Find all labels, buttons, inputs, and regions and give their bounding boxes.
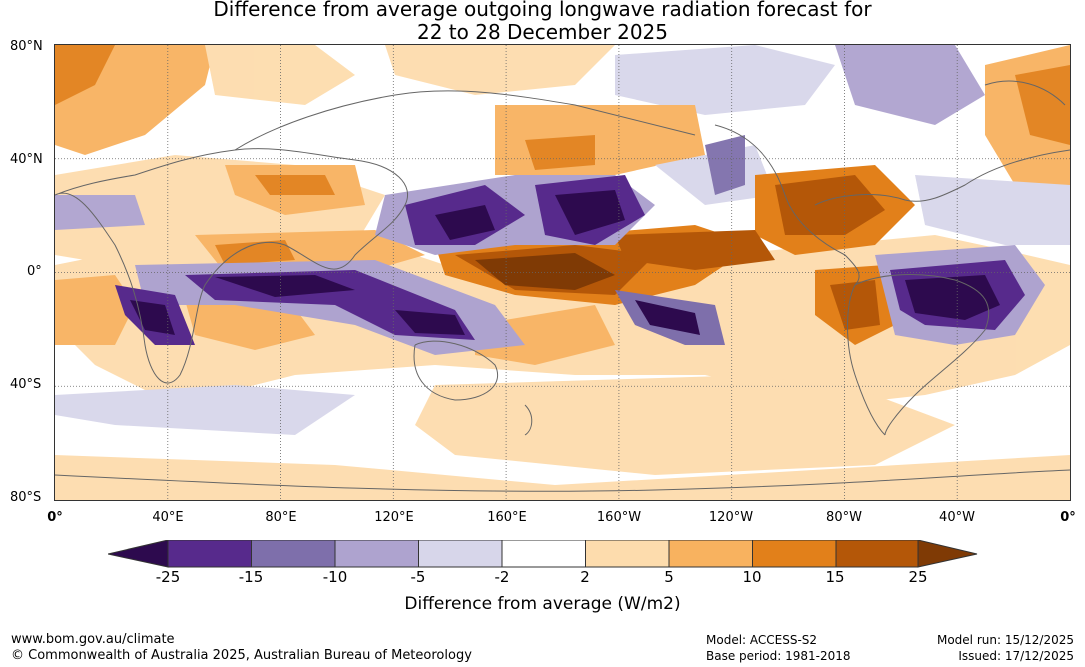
lat-label-equator: 0° — [27, 264, 42, 279]
lon-label-40e: 40°E — [152, 510, 184, 525]
colorbar-cell — [418, 540, 503, 568]
olr-anomaly-map — [54, 44, 1071, 501]
lon-label-160e: 160°E — [487, 510, 527, 525]
colorbar-tick: 5 — [664, 568, 674, 586]
colorbar-cell — [167, 540, 252, 568]
graticule — [55, 45, 1070, 500]
footer-model-run: Model run: 15/12/2025 — [936, 633, 1074, 647]
colorbar-tick: 2 — [580, 568, 590, 586]
footer-copyright: © Commonwealth of Australia 2025, Austra… — [11, 648, 472, 663]
colorbar-tick: 25 — [908, 568, 928, 586]
lon-label-0: 0° — [47, 510, 63, 525]
colorbar-tick: -2 — [494, 568, 510, 586]
lon-label-80w: 80°W — [826, 510, 862, 525]
lat-label-40s: 40°S — [10, 377, 42, 392]
colorbar — [108, 540, 978, 568]
map-title-line2: 22 to 28 December 2025 — [416, 20, 668, 44]
colorbar-cell — [334, 540, 419, 568]
footer-website-link[interactable]: www.bom.gov.au/climate — [11, 632, 175, 647]
colorbar-cell — [501, 540, 586, 568]
footer-base-period: Base period: 1981-2018 — [706, 649, 851, 663]
colorbar-label: Difference from average (W/m2) — [404, 594, 681, 614]
footer-issued: Issued: 17/12/2025 — [958, 649, 1074, 663]
lon-label-120w: 120°W — [708, 510, 754, 525]
colorbar-tick: -5 — [410, 568, 426, 586]
coastlines — [55, 80, 1070, 492]
lat-label-80n: 80°N — [10, 39, 43, 54]
lon-label-80e: 80°E — [265, 510, 297, 525]
colorbar-tick: -25 — [155, 568, 181, 586]
colorbar-tick: -10 — [322, 568, 348, 586]
lon-label-0-east: 0° — [1060, 510, 1076, 525]
colorbar-cell — [668, 540, 753, 568]
colorbar-cell — [752, 540, 837, 568]
colorbar-cell-over — [917, 540, 978, 568]
lon-label-160w: 160°W — [596, 510, 642, 525]
lat-label-40n: 40°N — [10, 152, 43, 167]
anomaly-field-strong — [115, 165, 1045, 355]
map-title-line1: Difference from average outgoing longwav… — [213, 0, 872, 21]
lat-label-80s: 80°S — [10, 490, 42, 505]
lon-label-120e: 120°E — [374, 510, 414, 525]
colorbar-cell-under — [108, 540, 169, 568]
colorbar-tick: 10 — [742, 568, 762, 586]
colorbar-tick: 15 — [825, 568, 845, 586]
colorbar-cell — [251, 540, 336, 568]
colorbar-cell — [835, 540, 919, 568]
colorbar-tick: -15 — [238, 568, 264, 586]
lon-label-40w: 40°W — [939, 510, 975, 525]
footer-model: Model: ACCESS-S2 — [706, 633, 818, 647]
colorbar-cell — [585, 540, 670, 568]
